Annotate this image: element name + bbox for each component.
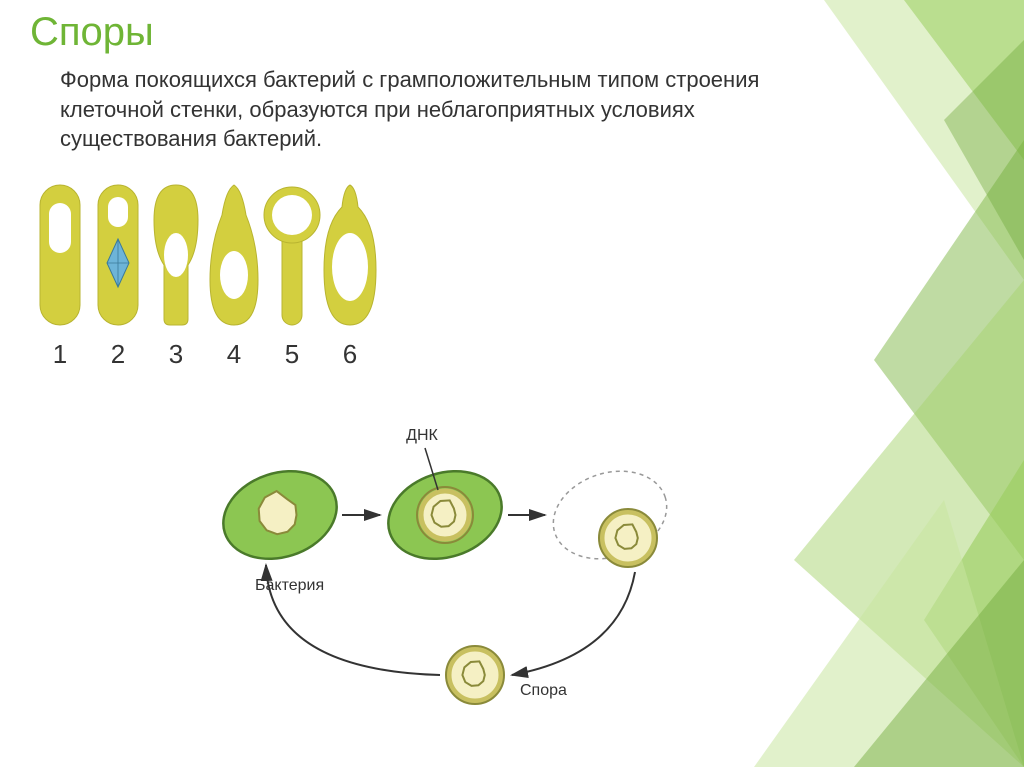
svg-text:3: 3 bbox=[169, 339, 183, 369]
svg-text:Бактерия: Бактерия bbox=[255, 577, 324, 594]
svg-text:ДНК: ДНК bbox=[406, 427, 438, 444]
spore-cycle-diagram: ДНК Бактерия Спора bbox=[200, 420, 720, 745]
spore-shapes-diagram: 1 2 3 4 5 6 bbox=[30, 175, 400, 385]
slide-body-text: Форма покоящихся бактерий с грамположите… bbox=[60, 65, 760, 154]
svg-text:2: 2 bbox=[111, 339, 125, 369]
svg-text:1: 1 bbox=[53, 339, 67, 369]
svg-text:4: 4 bbox=[227, 339, 241, 369]
svg-text:5: 5 bbox=[285, 339, 299, 369]
slide-title: Споры bbox=[30, 10, 994, 55]
svg-text:6: 6 bbox=[343, 339, 357, 369]
svg-text:Спора: Спора bbox=[520, 682, 567, 699]
